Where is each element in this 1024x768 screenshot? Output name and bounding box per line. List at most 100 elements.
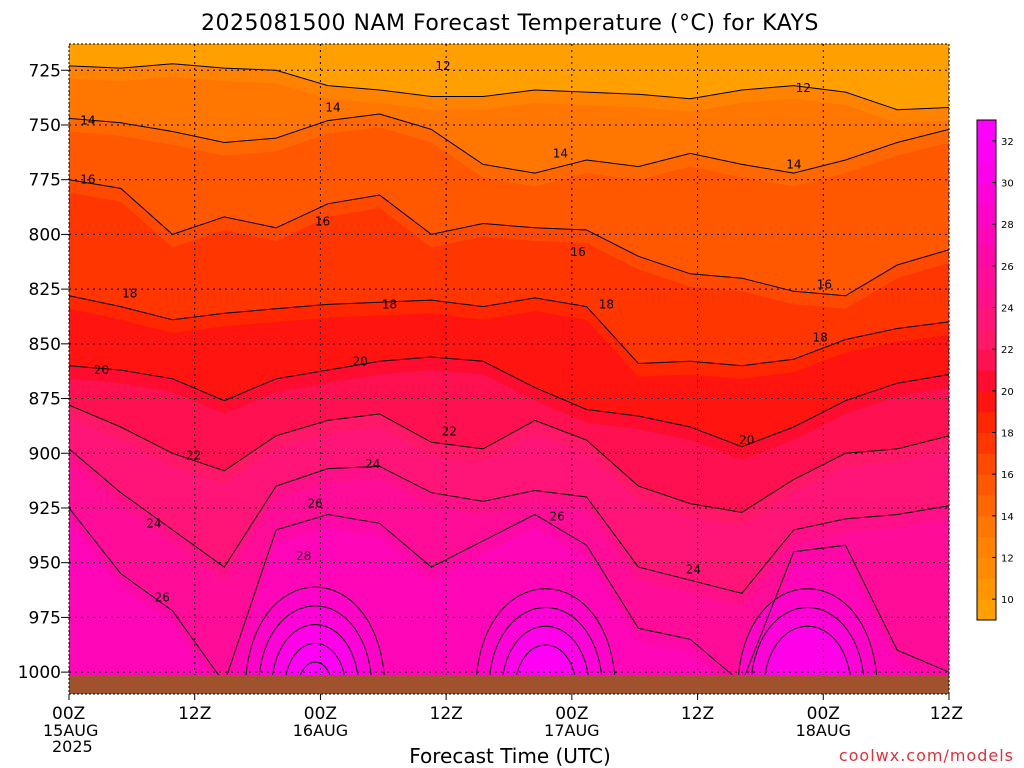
colorbar-label: 26 [1001, 262, 1014, 273]
isotherm-20 [69, 356, 949, 448]
colorbar-swatch [977, 515, 996, 538]
x-tick-label: 00Z [52, 704, 85, 724]
x-tick-date: 15AUG [43, 721, 98, 740]
y-tick-label: 975 [29, 608, 61, 628]
isotherm-14 [69, 113, 949, 174]
contour-label: 14 [786, 157, 801, 171]
contour-label: 26 [155, 591, 170, 605]
contour-label: 28 [296, 549, 311, 563]
colorbar-swatch [977, 286, 996, 308]
colorbar-label: 12 [1001, 554, 1014, 565]
colorbar-swatch [977, 161, 996, 183]
x-tick-label: 12Z [178, 704, 211, 724]
colorbar-swatch [977, 578, 996, 600]
contour-label: 16 [315, 214, 330, 228]
colorbar-swatch [977, 557, 996, 579]
temperature-bands [69, 63, 949, 694]
colorbar-swatch [977, 536, 996, 558]
contour-label: 20 [739, 433, 754, 447]
contour-label: 16 [571, 245, 586, 259]
colorbar-label: 10 [1001, 595, 1014, 606]
contour-label: 24 [365, 457, 380, 471]
y-tick-label: 875 [29, 390, 61, 410]
colorbar-swatch [977, 370, 996, 392]
isotherm-12 [69, 63, 949, 111]
x-tick-label: 12Z [430, 704, 463, 724]
y-tick-label: 1000 [18, 663, 61, 683]
isotherm-24 [69, 448, 949, 594]
y-tick-label: 750 [29, 116, 61, 136]
y-tick-label: 775 [29, 171, 61, 191]
colorbar-swatch [977, 432, 996, 454]
contour-label: 18 [382, 297, 397, 311]
x-tick-date: 18AUG [796, 721, 851, 740]
x-tick-date: 16AUG [293, 721, 348, 740]
colorbar-swatch [977, 140, 996, 163]
plot-area: 12 12 14 14 14 14 16 16 16 16 18 18 18 18 20 20 20 22 22 24… [69, 44, 949, 694]
colorbar-label: 16 [1001, 470, 1014, 481]
colorbar-swatch [977, 453, 996, 475]
x-axis-title: Forecast Time (UTC) [409, 744, 611, 768]
x-tick-label: 00Z [807, 704, 840, 724]
colorbar-swatch [977, 474, 996, 496]
isotherm-26 [69, 507, 949, 685]
y-tick-label: 725 [29, 61, 61, 81]
chart-title: 2025081500 NAM Forecast Temperature (°C)… [201, 11, 819, 36]
contour-label: 24 [686, 562, 701, 576]
isotherm-lines [69, 63, 949, 685]
contour-label: 12 [435, 59, 450, 73]
colorbar-label: 14 [1001, 512, 1014, 523]
colorbar-label: 30 [1001, 179, 1014, 190]
colorbar-swatch [977, 224, 996, 246]
colorbar-frame [976, 119, 997, 621]
colorbar-swatch [977, 328, 996, 350]
colorbar-swatch [977, 203, 996, 225]
plot-frame [68, 43, 950, 695]
isotherm-18 [69, 295, 949, 367]
contour-label: 16 [80, 173, 95, 187]
y-tick-label: 800 [29, 225, 61, 245]
colorbar-swatch [977, 182, 996, 204]
contour-label: 24 [146, 516, 161, 530]
contour-label: 18 [122, 286, 137, 300]
y-axis: 725 750 775 800 825 850 875 900 925 950 975 1000 [18, 61, 69, 683]
colorbar-swatch [977, 307, 996, 329]
colorbar-label: 22 [1001, 345, 1014, 356]
colorbar-swatch [977, 265, 996, 288]
contour-labels: 12 12 14 14 14 14 16 16 16 16 18 18 18 18 20 20 20 22 22 24… [80, 59, 832, 605]
contour-label: 16 [817, 278, 832, 292]
y-tick-label: 950 [29, 554, 61, 574]
colorbar-swatch [977, 599, 996, 621]
x-tick-date: 17AUG [544, 721, 599, 740]
contour-label: 22 [186, 448, 201, 462]
colorbar-label: 18 [1001, 429, 1014, 440]
ground-surface [69, 675, 949, 694]
contour-label: 18 [599, 297, 614, 311]
y-tick-label: 925 [29, 499, 61, 519]
x-tick-label: 12Z [681, 704, 714, 724]
contour-label: 20 [94, 363, 109, 377]
colorbar-swatch [977, 120, 996, 142]
contour-label: 26 [550, 510, 565, 524]
contour-label: 22 [442, 424, 457, 438]
contour-label: 14 [325, 100, 340, 114]
colorbar: 10 12 14 16 18 20 22 24 26 28 30 32 [976, 119, 1014, 621]
colorbar-swatch [977, 411, 996, 433]
x-tick-label: 12Z [930, 704, 963, 724]
x-tick-label: 00Z [555, 704, 588, 724]
colorbar-label: 24 [1001, 304, 1014, 315]
y-tick-label: 900 [29, 444, 61, 464]
credit-text: coolwx.com/models [839, 746, 1014, 765]
colorbar-label: 20 [1001, 387, 1014, 398]
contour-label: 12 [796, 81, 811, 95]
colorbar-label: 32 [1001, 137, 1014, 148]
y-tick-label: 850 [29, 335, 61, 355]
grid-lines [69, 44, 949, 694]
isotherm-22 [69, 404, 949, 513]
contour-label: 20 [353, 354, 368, 368]
x-tick-year: 2025 [52, 737, 93, 756]
colorbar-swatch [977, 390, 996, 413]
contour-label: 18 [813, 330, 828, 344]
